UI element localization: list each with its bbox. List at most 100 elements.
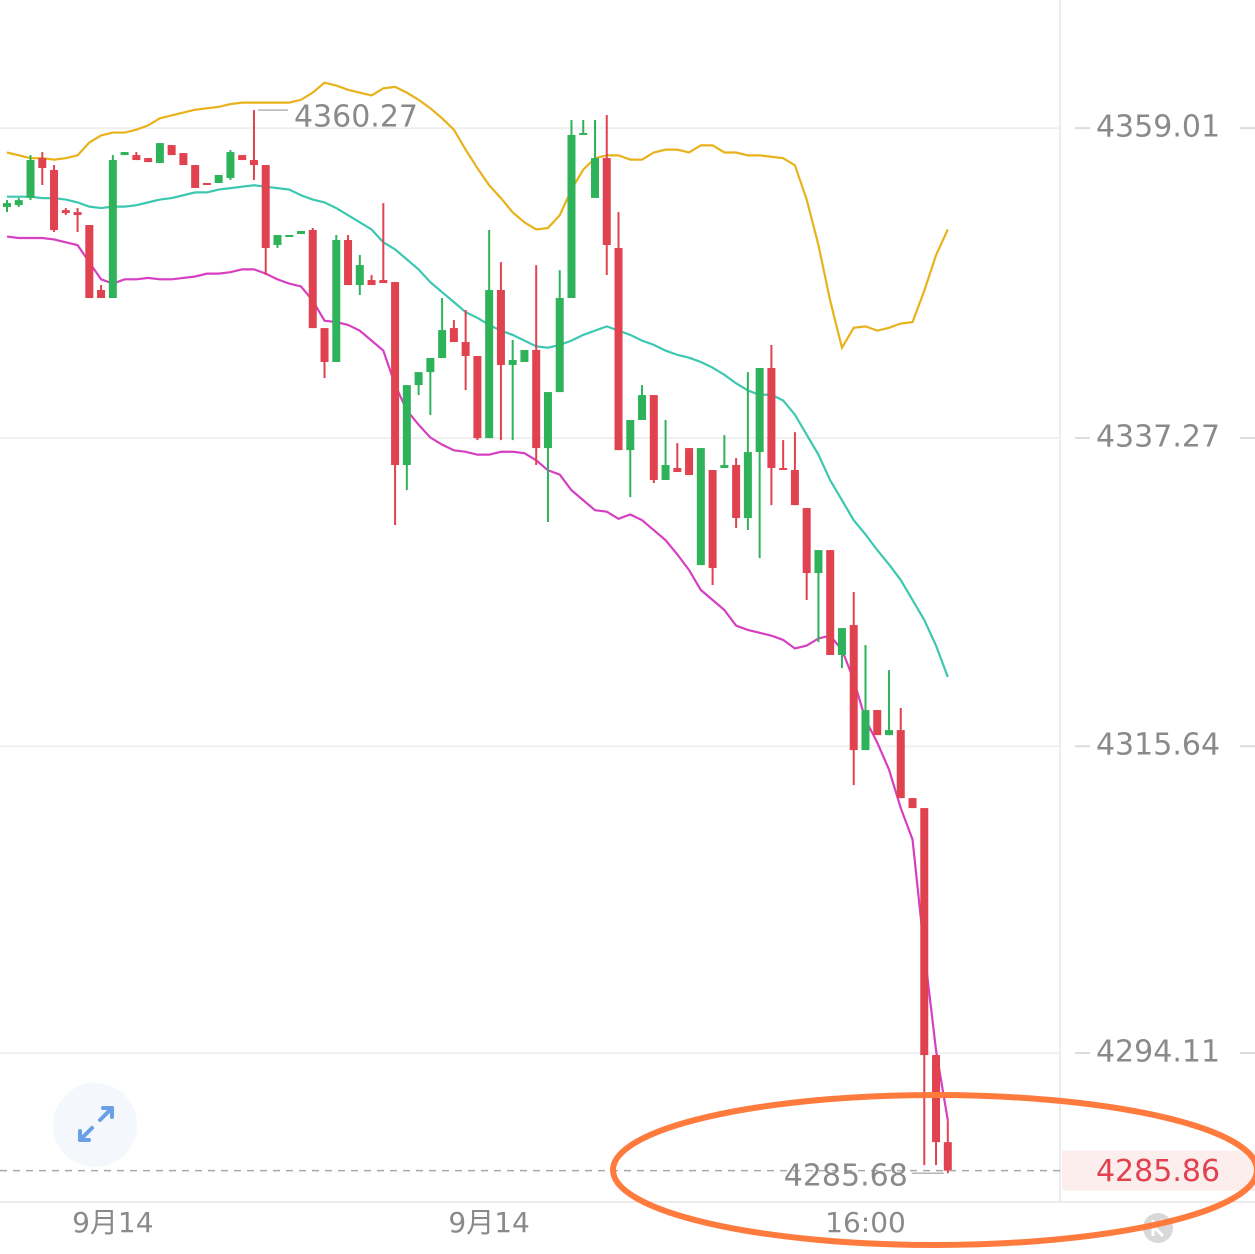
candle-body bbox=[614, 247, 623, 451]
grid bbox=[0, 127, 1255, 1055]
candle-body bbox=[50, 170, 59, 231]
candle-body bbox=[297, 231, 305, 235]
bands bbox=[6, 81, 949, 1121]
candle-body bbox=[638, 395, 647, 420]
highlight-ellipse bbox=[610, 1092, 1255, 1248]
last-price-label: 4285.86 bbox=[1096, 1154, 1220, 1189]
candle-body bbox=[814, 550, 823, 574]
candle-body bbox=[249, 160, 258, 166]
candle-body bbox=[97, 290, 106, 299]
candle-body bbox=[238, 155, 247, 161]
candle-body bbox=[320, 328, 329, 362]
candle-body bbox=[108, 160, 117, 299]
candle-body bbox=[873, 710, 882, 736]
last-price-bg bbox=[1062, 1150, 1255, 1191]
candle-body bbox=[649, 395, 658, 480]
candle-body bbox=[191, 165, 200, 188]
candle-body bbox=[932, 1055, 941, 1143]
candle-body bbox=[461, 342, 470, 357]
candle-body bbox=[379, 280, 388, 284]
candle-body bbox=[214, 175, 223, 183]
candle-body bbox=[661, 465, 670, 480]
low-label: 4285.68 bbox=[784, 1159, 908, 1194]
candle-body bbox=[73, 212, 82, 216]
y-tick-label: 4315.64 bbox=[1096, 728, 1220, 763]
candle-body bbox=[449, 328, 458, 343]
candle-body bbox=[426, 358, 435, 373]
labels: 4294.11 4315.64 4337.27 4359.01 9月14 9月14 16:0… bbox=[0, 100, 1255, 1239]
x-tick-label: 9月14 bbox=[72, 1206, 153, 1239]
candle-body bbox=[344, 240, 353, 286]
candle-body bbox=[120, 152, 129, 156]
candle-body bbox=[849, 625, 858, 751]
candle-body bbox=[508, 360, 517, 365]
candle-body bbox=[896, 730, 905, 799]
candle-body bbox=[179, 153, 188, 166]
candle-body bbox=[520, 350, 529, 362]
candle-body bbox=[14, 200, 23, 206]
candle-body bbox=[532, 350, 541, 449]
band-line bbox=[7, 184, 949, 678]
candle-body bbox=[626, 420, 635, 451]
candle-body bbox=[743, 452, 752, 519]
candle-body bbox=[885, 730, 893, 736]
candle-body bbox=[273, 235, 282, 245]
candle-body bbox=[908, 798, 917, 809]
candle-body bbox=[920, 808, 929, 1056]
candle-body bbox=[167, 145, 176, 156]
candle-body bbox=[755, 367, 764, 453]
candle-body bbox=[155, 143, 164, 164]
candle-body bbox=[673, 468, 682, 473]
candle-body bbox=[261, 165, 270, 248]
candles bbox=[3, 110, 952, 1174]
candle-body bbox=[826, 550, 835, 656]
candle-body bbox=[226, 152, 235, 179]
candle-body bbox=[591, 158, 599, 198]
candle-body bbox=[285, 235, 294, 238]
candle-body bbox=[708, 470, 717, 569]
candle-body bbox=[496, 290, 505, 365]
band-line bbox=[6, 81, 949, 351]
expand-icon bbox=[78, 1106, 114, 1142]
candle-body bbox=[485, 290, 494, 439]
candle-body bbox=[779, 468, 788, 471]
candle-body bbox=[26, 160, 35, 198]
expand-button-bg[interactable] bbox=[53, 1083, 137, 1167]
x-tick-label: 16:00 bbox=[825, 1206, 906, 1239]
candle-body bbox=[38, 158, 47, 169]
candle-body bbox=[402, 385, 411, 466]
candle-body bbox=[332, 240, 341, 362]
y-tick-label: 4294.11 bbox=[1096, 1035, 1220, 1070]
candle-body bbox=[132, 155, 141, 161]
candle-body bbox=[543, 392, 552, 449]
candle-body bbox=[767, 367, 776, 469]
y-tick-label: 4337.27 bbox=[1096, 419, 1220, 454]
candle-body bbox=[602, 158, 611, 245]
band-line bbox=[6, 235, 949, 1121]
candle-body bbox=[861, 710, 870, 751]
candle-body bbox=[414, 372, 423, 386]
candle-body bbox=[790, 470, 799, 506]
candle-body bbox=[61, 210, 70, 214]
candle-body bbox=[696, 448, 705, 566]
candle-body bbox=[732, 465, 741, 519]
high-label: 4360.27 bbox=[294, 100, 418, 135]
candle-body bbox=[720, 465, 729, 469]
candle-body bbox=[943, 1142, 952, 1171]
candle-body bbox=[579, 132, 588, 135]
candle-body bbox=[802, 508, 811, 574]
candle-body bbox=[438, 330, 447, 359]
candle-body bbox=[3, 203, 11, 208]
candle-body bbox=[308, 230, 317, 329]
candle-body bbox=[367, 280, 376, 286]
candle-body bbox=[555, 298, 564, 393]
candle-body bbox=[567, 134, 576, 299]
candle-body bbox=[837, 628, 846, 656]
expand-button[interactable] bbox=[53, 1083, 137, 1167]
candle-body bbox=[85, 225, 94, 299]
candle-body bbox=[202, 182, 211, 185]
candle-body bbox=[144, 158, 153, 163]
candle-body bbox=[685, 448, 694, 476]
